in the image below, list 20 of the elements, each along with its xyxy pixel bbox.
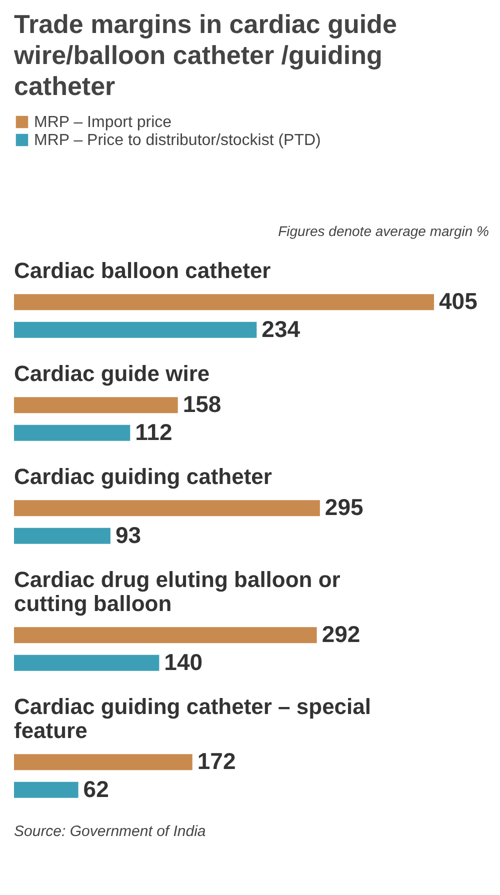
data-label: 140	[164, 648, 203, 675]
legend-label: MRP – Import price	[34, 114, 172, 131]
y-tick-label: Cardiac balloon catheter	[14, 258, 272, 283]
data-label: 405	[439, 288, 478, 314]
data-label: 295	[324, 494, 364, 520]
source-note: Source: Government of India	[14, 823, 206, 840]
data-label: 158	[182, 391, 222, 418]
y-tick-label: Cardiac drug eluting balloon or cutting balloon	[14, 567, 341, 616]
y-tick-label: Cardiac guide wire	[14, 361, 210, 386]
data-label: 234	[262, 316, 300, 342]
data-label: 93	[115, 522, 142, 548]
data-label: 112	[135, 418, 172, 445]
text: Figures denote average margin %	[278, 223, 489, 239]
data-label: 292	[322, 621, 360, 648]
chart-title: Trade margins in cardiac guide wire/balloon catheter /guiding catheter	[13, 9, 397, 101]
y-tick-label: Cardiac guiding catheter	[14, 464, 272, 489]
y-tick-label: Cardiac guiding catheter – special feature	[14, 694, 372, 743]
data-label: 62	[83, 776, 109, 802]
legend-label: MRP – Price to distributor/stockist (PTD)	[34, 132, 321, 149]
data-label: 172	[197, 748, 236, 774]
